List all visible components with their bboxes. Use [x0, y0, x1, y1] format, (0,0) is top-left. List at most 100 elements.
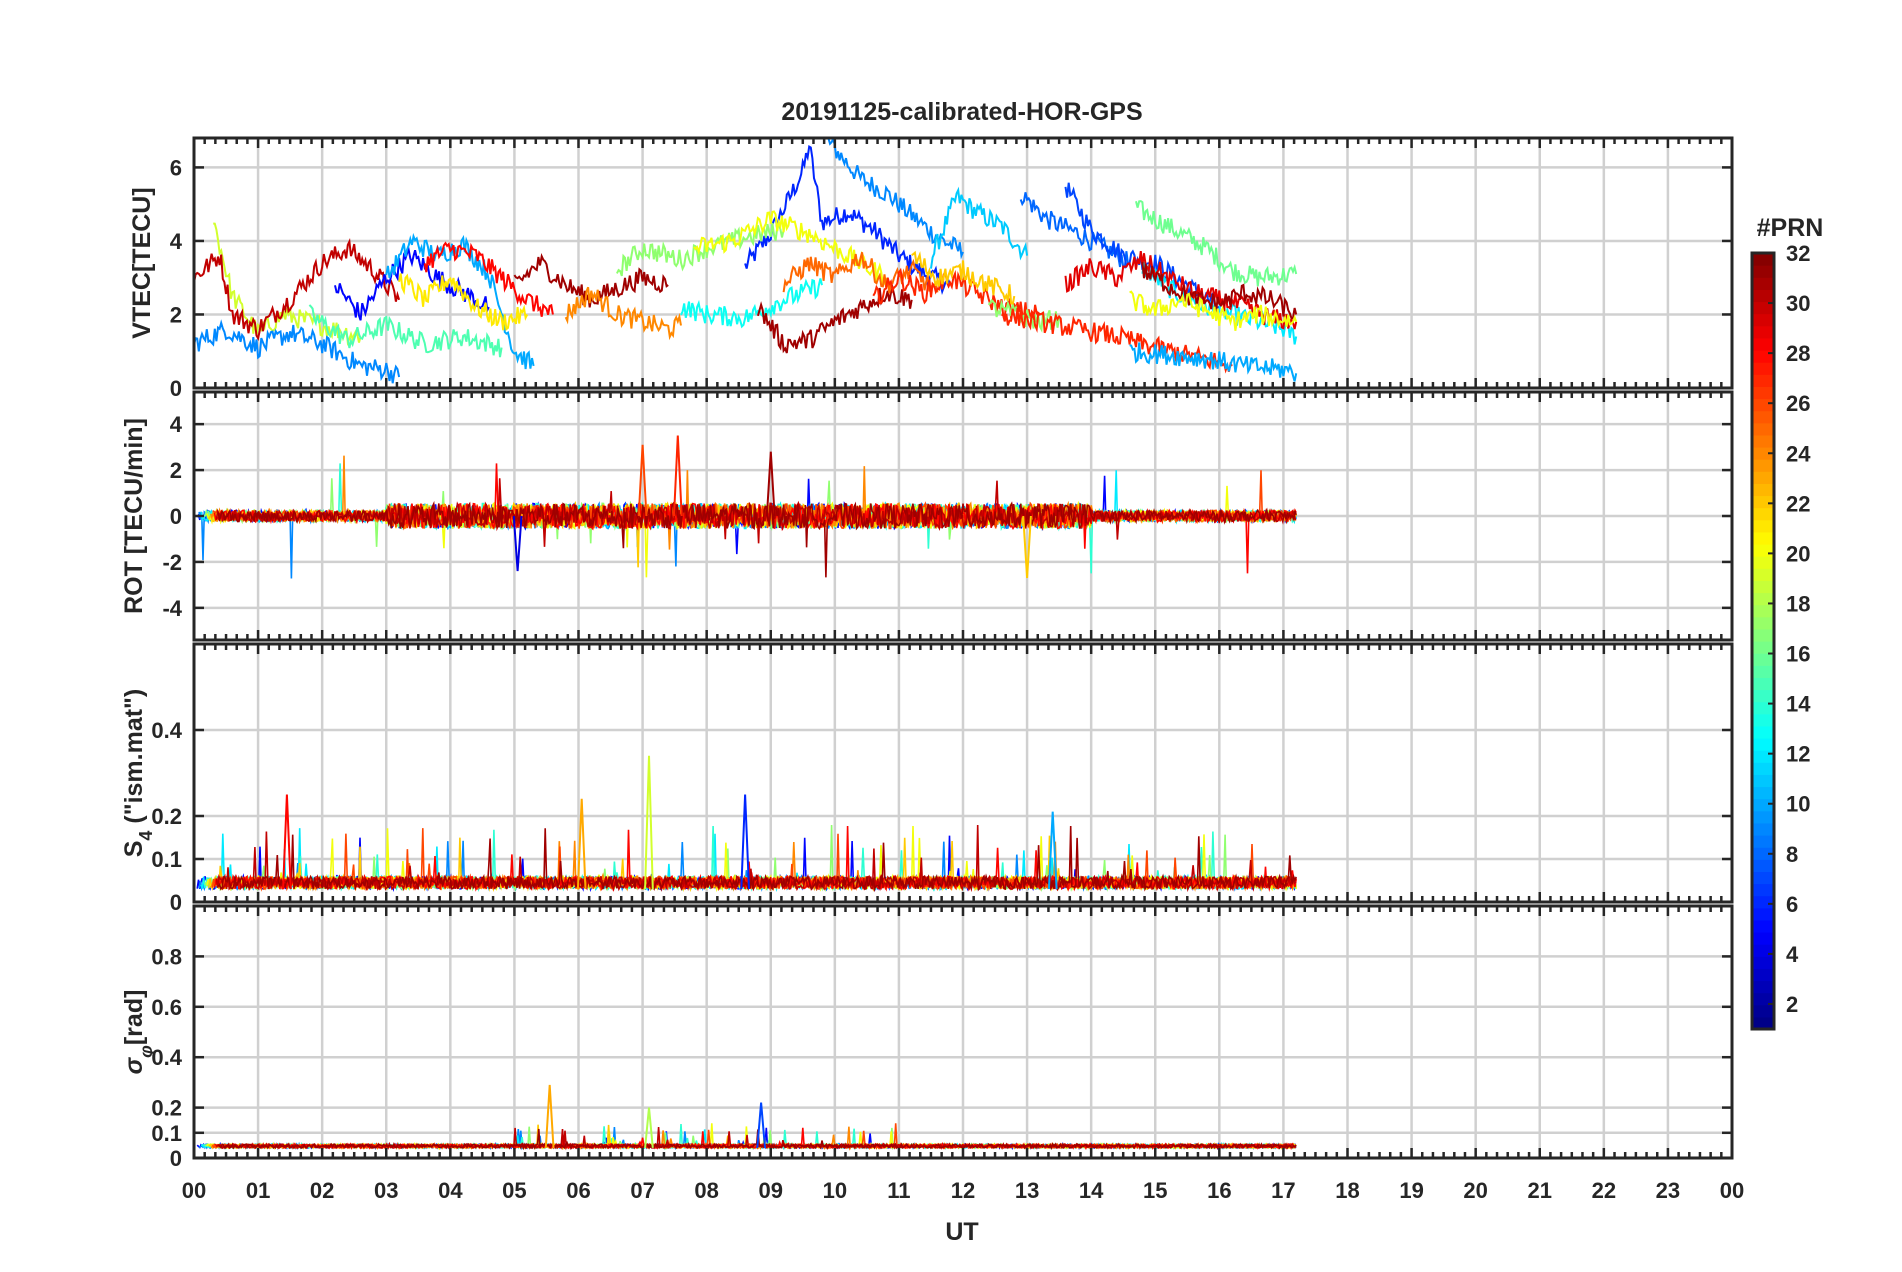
colorbar-tick-label: 12	[1786, 742, 1810, 767]
colorbar-segment	[1752, 992, 1774, 1006]
panel-sigma_phi: 00.10.2 0.4 0.6 0.8 σφ[rad]	[120, 904, 1734, 1171]
x-tick-label: 08	[694, 1178, 718, 1203]
x-tick-label: 03	[374, 1178, 398, 1203]
x-tick-label: 06	[566, 1178, 590, 1203]
colorbar-segment	[1752, 810, 1774, 824]
vtec-series-prn-31	[1141, 262, 1298, 319]
data-rot	[196, 435, 1297, 579]
vtec-series-prn-10	[385, 232, 535, 370]
colorbar-segment	[1752, 750, 1774, 763]
colorbar-segment	[1752, 519, 1774, 533]
rot-series-prn-31	[217, 500, 1297, 578]
colorbar-segment	[1752, 677, 1774, 691]
colorbar-segment	[1752, 980, 1774, 994]
x-ticks-rot	[192, 392, 1734, 640]
y-tick-label: 0	[170, 890, 182, 915]
colorbar-segment	[1752, 968, 1774, 982]
vtec-series-prn-25	[782, 252, 939, 294]
rot-peak	[637, 444, 648, 517]
colorbar-segment	[1752, 398, 1774, 412]
y-tick-label: 0	[170, 376, 182, 401]
vtec-series-prn-13	[680, 278, 823, 329]
colorbar-tick-label: 22	[1786, 491, 1810, 516]
y-axis-label-rot: ROT [TECU/min]	[120, 418, 148, 614]
y-tick-label: 0.2	[151, 1096, 182, 1121]
vtec-series-prn-17	[987, 298, 1061, 333]
x-tick-label: 07	[630, 1178, 654, 1203]
y-axis-label-sigma_phi: σφ[rad]	[120, 990, 156, 1075]
x-axis-label: UT	[945, 1218, 978, 1246]
colorbar-segment	[1752, 507, 1774, 521]
y-tick-label: 0.2	[151, 804, 182, 829]
vtec-series-prn-20	[1129, 290, 1298, 331]
s4-peak	[1047, 811, 1058, 890]
colorbar-tick-label: 6	[1786, 892, 1798, 917]
y-tick-label: 0.4	[151, 1045, 182, 1070]
y-tick-label: -2	[162, 550, 182, 575]
colorbar-segment	[1752, 689, 1774, 703]
s4-series-prn-31	[217, 825, 1297, 893]
y-axis-label-rest: ("ism.mat")	[120, 689, 148, 831]
x-tick-label: 18	[1335, 1178, 1359, 1203]
colorbar-tick-label: 18	[1786, 591, 1810, 616]
colorbar-tick-label: 4	[1786, 942, 1799, 967]
colorbar-segment	[1752, 301, 1774, 315]
y-tick-label: 0.8	[151, 944, 182, 969]
rot-peak	[673, 435, 683, 517]
colorbar-segment	[1752, 944, 1774, 957]
colorbar-segment	[1752, 556, 1774, 569]
s4-peak	[282, 794, 292, 890]
colorbar-segment	[1752, 531, 1774, 545]
data-s4	[196, 755, 1297, 893]
vtec-series-prn-9	[194, 319, 401, 384]
colorbar-segment	[1752, 835, 1774, 848]
colorbar-segment	[1752, 374, 1774, 387]
vtec-series-prn-20	[693, 210, 888, 288]
colorbar-segment	[1752, 580, 1774, 594]
x-tick-label: 16	[1207, 1178, 1231, 1203]
colorbar-tick-label: 24	[1786, 441, 1811, 466]
colorbar-segment	[1752, 265, 1774, 278]
x-tick-label: 02	[310, 1178, 334, 1203]
s4-series-prn-30	[215, 824, 1297, 893]
x-tick-label: 10	[823, 1178, 847, 1203]
x-tick-label: 05	[502, 1178, 526, 1203]
colorbar-segment	[1752, 616, 1774, 630]
vtec-series-prn-5	[334, 246, 490, 321]
x-tick-label: 19	[1399, 1178, 1423, 1203]
y-tick-label: 0.1	[151, 1121, 182, 1146]
chart-title: 20191125-calibrated-HOR-GPS	[781, 98, 1142, 126]
colorbar-segment	[1752, 895, 1774, 909]
colorbar-segment	[1752, 289, 1774, 303]
x-tick-label: 13	[1015, 1178, 1039, 1203]
y-axis-label-sub: 4	[136, 831, 156, 841]
vtec-series-prn-6	[744, 145, 952, 296]
colorbar-segment	[1752, 822, 1774, 836]
vtec-series-prn-30	[194, 238, 401, 342]
colorbar-segment	[1752, 325, 1774, 339]
s4-peak	[740, 794, 750, 890]
colorbar-segment	[1752, 544, 1774, 557]
colorbar-segment	[1752, 932, 1774, 945]
x-tick-label: 12	[951, 1178, 975, 1203]
y-tick-label: 2	[170, 302, 182, 327]
colorbar-segment	[1752, 907, 1774, 921]
x-ticks-sigma_phi	[192, 906, 1734, 1158]
x-ticks-vtec	[192, 138, 1734, 388]
colorbar-segment	[1752, 713, 1774, 727]
colorbar-tick-label: 32	[1786, 241, 1810, 266]
colorbar-segment	[1752, 738, 1774, 751]
vtec-series-prn-24	[564, 286, 682, 341]
vtec-series-prn-17	[616, 222, 785, 277]
y-axis-label-rest: [rad]	[120, 990, 148, 1046]
y-tick-label: 0.6	[151, 995, 182, 1020]
y-tick-label: 0	[170, 1146, 182, 1171]
colorbar-segment	[1752, 471, 1774, 484]
colorbar-segment	[1752, 665, 1774, 678]
colorbar-tick-label: 10	[1786, 792, 1810, 817]
colorbar-segment	[1752, 447, 1774, 460]
panel-s4: 00.10.20.4S4 ("ism.mat")	[120, 642, 1734, 915]
x-tick-label: 00	[182, 1178, 206, 1203]
